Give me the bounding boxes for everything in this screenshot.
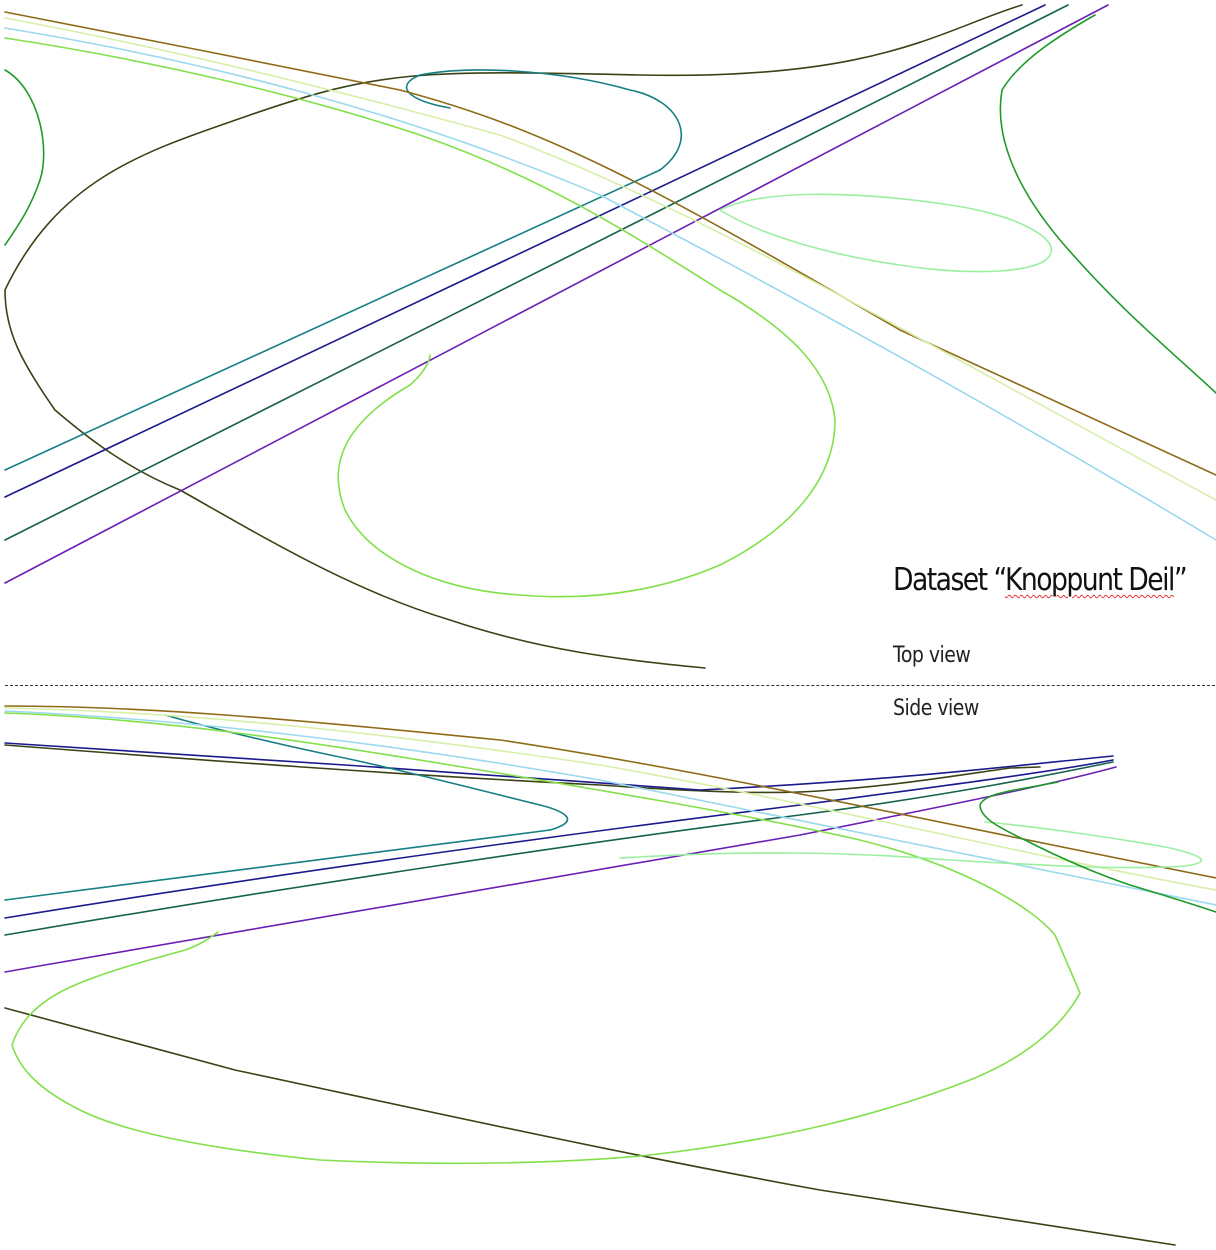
side-road-pale-yellow-line [4,707,1216,891]
top-road-teal-line [4,169,661,471]
top-road-brown-line [4,11,1216,476]
view-divider [5,685,1215,686]
side-road-teal-line [4,829,551,901]
side-road-navy-line [4,742,1114,791]
top-road-pale-green-loop [719,193,1053,273]
side-road-green-curve [979,781,1216,913]
dataset-title-name: Knoppunt Deil [1004,562,1175,598]
top-view-label: Top view [893,643,971,668]
top-road-purple-line [4,4,1109,584]
side-road-brown-line [4,705,1216,879]
top-road-light-green-loop [4,37,836,598]
side-road-navy-rise [4,759,1114,919]
dataset-title-prefix: Dataset “ [893,562,1006,598]
dataset-title-suffix: ” [1173,562,1188,598]
top-view [4,4,1216,669]
top-road-pale-yellow-line [4,17,1216,501]
side-road-light-green-loop [4,712,1081,1165]
side-road-dark-olive-long [4,1007,1176,1246]
top-road-dark-green-line [4,4,1069,541]
top-road-dark-olive-curve [4,4,1023,669]
top-road-green-curve-left [4,69,45,246]
side-road-dark-green-line [4,761,1114,936]
side-road-dark-olive-curve [4,744,1041,794]
side-view-label: Side view [893,696,979,721]
side-view [4,705,1216,1246]
top-road-teal-loop [406,69,683,171]
dataset-title: Dataset “Knoppunt Deil” [893,562,1188,598]
side-road-pale-green-loop [619,821,1202,869]
top-road-green-curve-right [999,14,1216,394]
side-road-purple-line [4,766,1117,973]
top-road-light-blue-line [4,27,1216,541]
top-road-navy-line [4,4,1046,498]
